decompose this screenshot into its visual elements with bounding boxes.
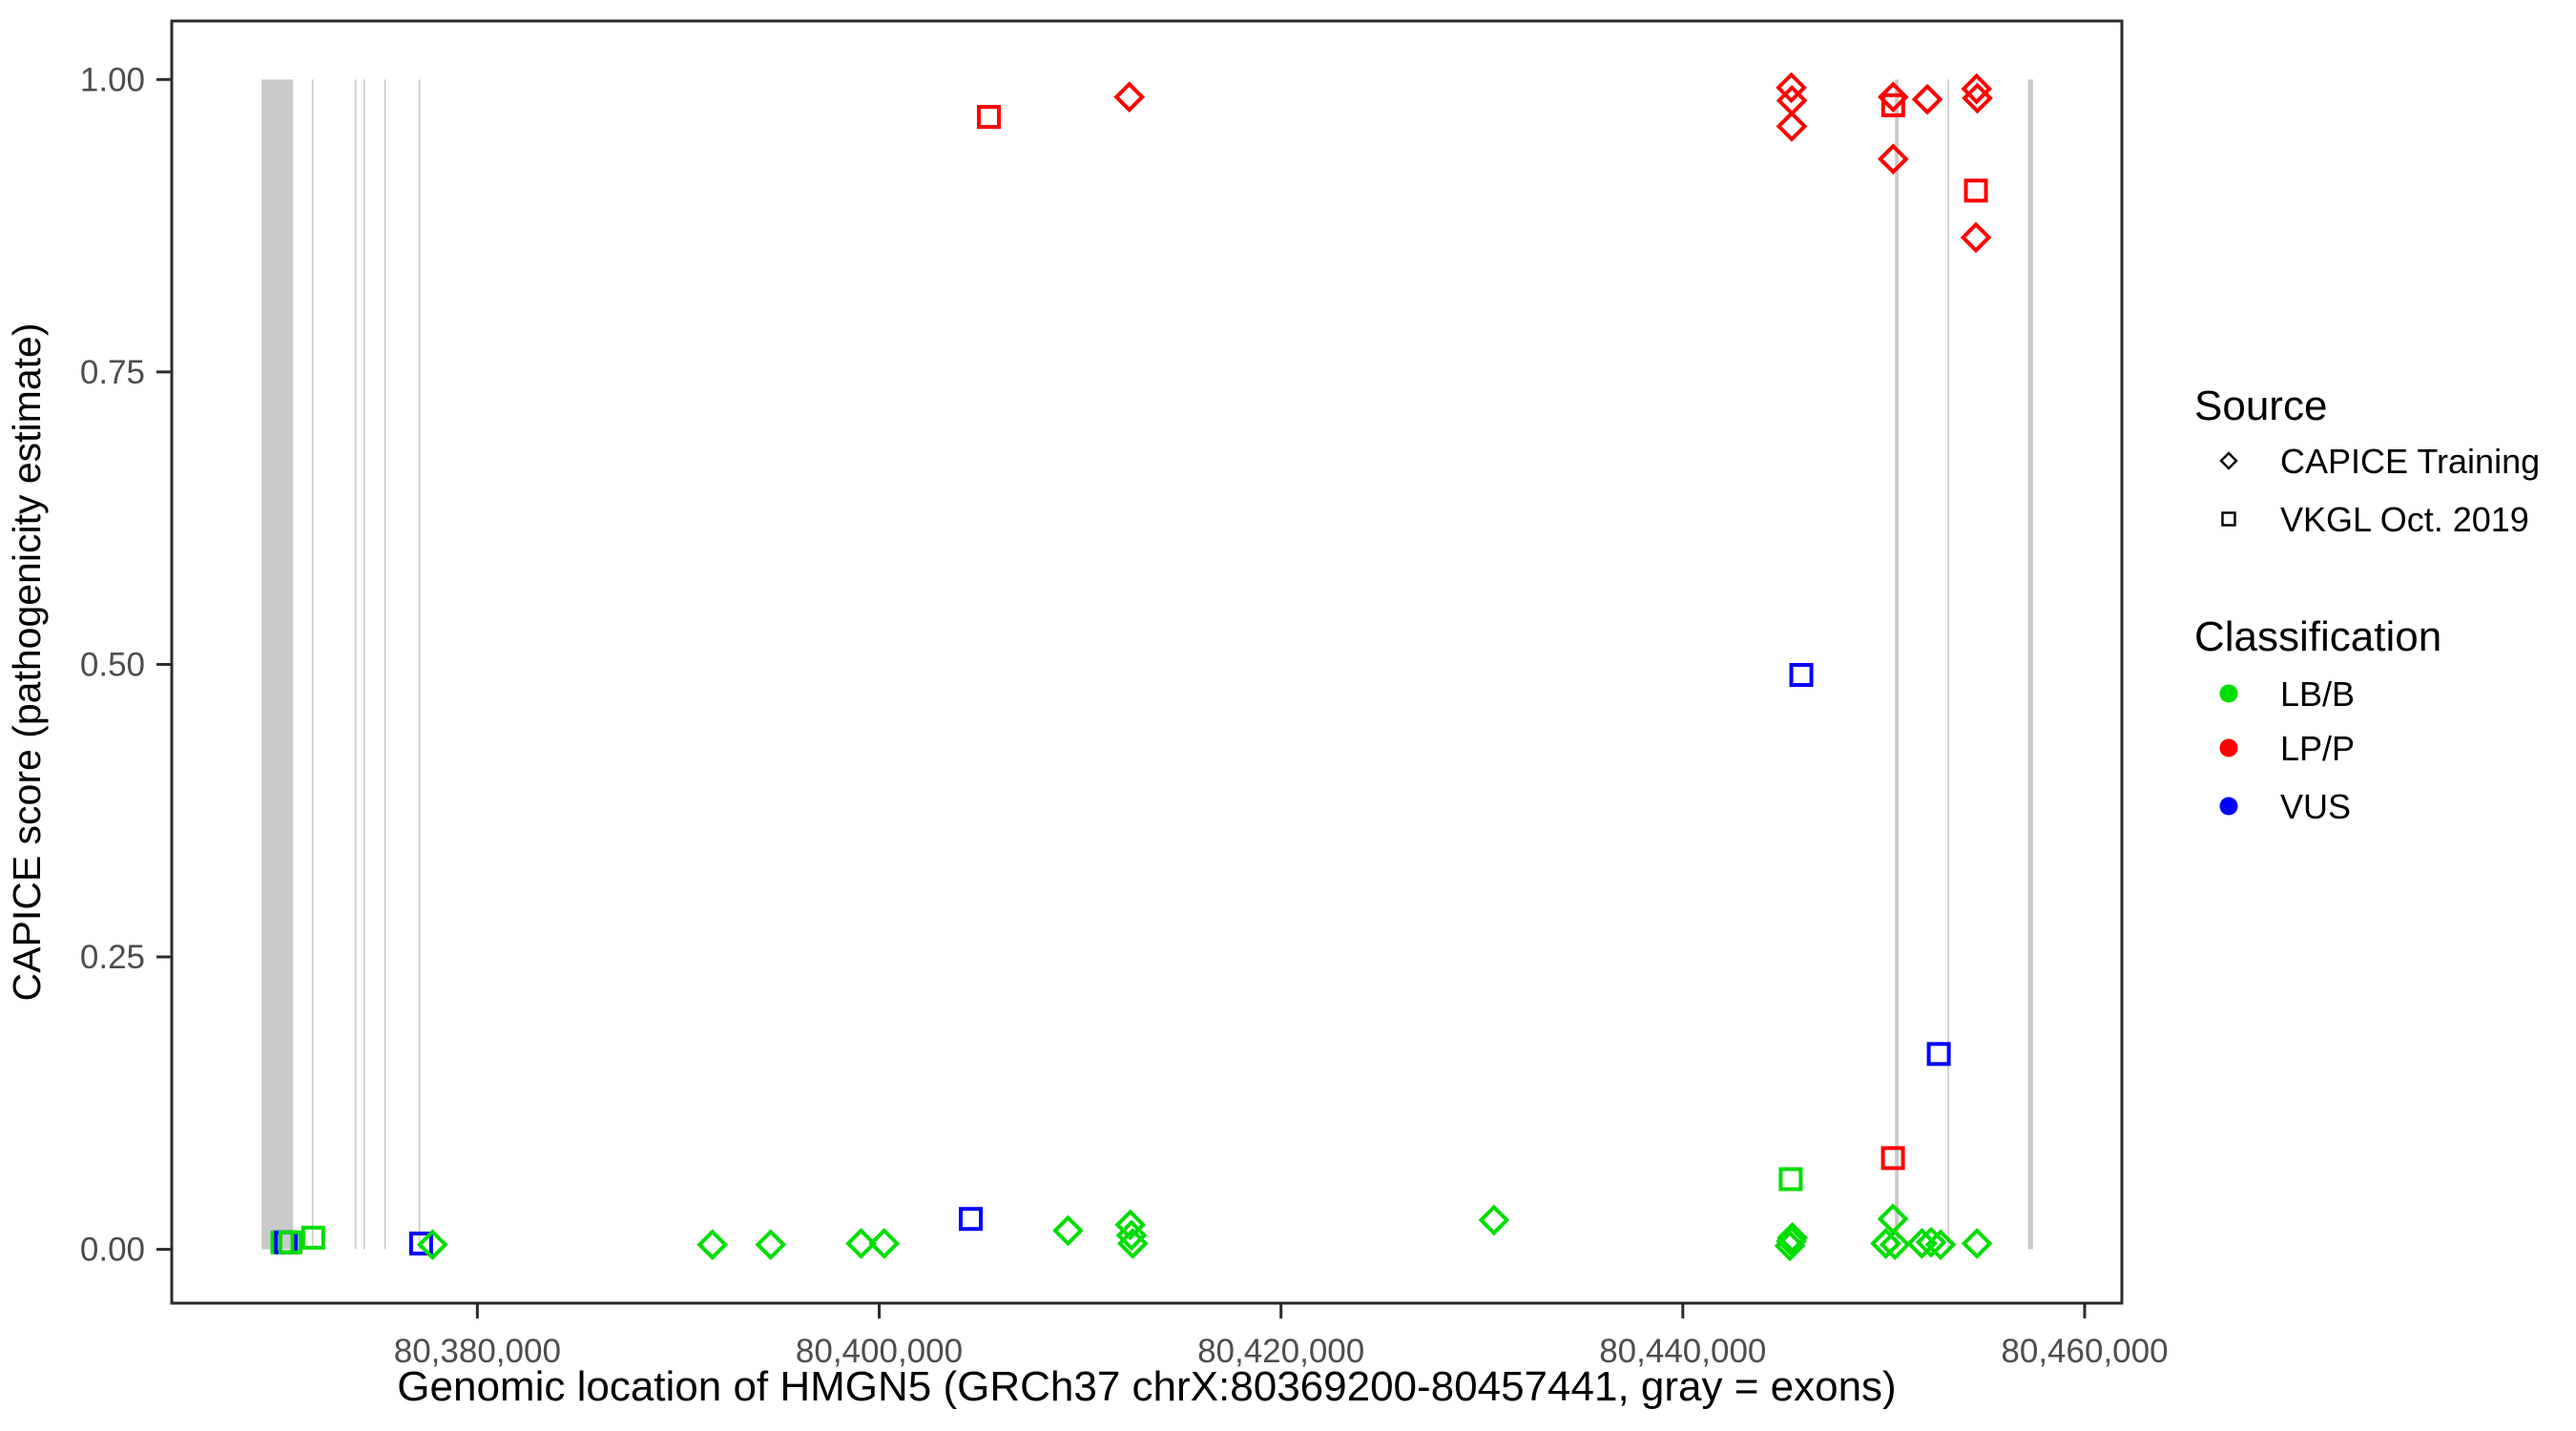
exon-bar (354, 79, 357, 1250)
x-tick-label: 80,380,000 (394, 1333, 561, 1370)
exon-bar (311, 79, 314, 1250)
data-point-diamond (1960, 221, 1992, 254)
x-tick-label: 80,440,000 (1599, 1333, 1766, 1370)
data-point-square (1926, 1042, 1951, 1067)
data-point-diamond (1877, 1203, 1909, 1235)
data-point-diamond (416, 1229, 448, 1261)
exon-bar (363, 79, 365, 1250)
y-tick-label: 0.50 (80, 646, 145, 683)
exon-bar (384, 79, 386, 1250)
legend-item-capice-training: CAPICE Training (2280, 442, 2540, 481)
data-point-diamond (1776, 1222, 1808, 1254)
data-point-diamond (1478, 1204, 1510, 1236)
data-point-square (1880, 1146, 1905, 1171)
data-points (270, 72, 1993, 1262)
data-point-diamond (1776, 111, 1808, 142)
legend-classification: Classification LB/B LP/P VUS (2194, 613, 2441, 826)
data-point-square (1963, 178, 1988, 203)
vus-color-dot-icon (2219, 797, 2238, 816)
exon-bars (261, 79, 2033, 1250)
data-point-square (976, 105, 1001, 130)
data-point-diamond (1911, 83, 1943, 115)
x-tick-label: 80,400,000 (796, 1333, 963, 1370)
legend-item-vus: VUS (2280, 787, 2351, 826)
y-tick-label: 0.00 (80, 1232, 145, 1269)
data-point-diamond (1906, 1228, 1938, 1259)
legend-source-title: Source (2194, 383, 2327, 429)
data-point-square (1789, 662, 1814, 687)
data-point-square (408, 1231, 433, 1255)
exon-bar (1947, 79, 1949, 1250)
data-point-diamond (1915, 1226, 1947, 1258)
legend-item-lbb: LB/B (2280, 674, 2355, 714)
data-point-diamond (1113, 81, 1145, 114)
data-point-diamond (1877, 143, 1909, 176)
data-point-diamond (696, 1229, 729, 1261)
data-point-diamond (1924, 1229, 1957, 1261)
data-point-square (1778, 1167, 1803, 1192)
exon-bar (261, 79, 294, 1250)
x-tick-label: 80,420,000 (1197, 1333, 1364, 1370)
data-point-square (278, 1230, 302, 1255)
data-point-diamond (1961, 73, 1993, 105)
data-point-diamond (1052, 1214, 1084, 1247)
data-point-diamond (1961, 1228, 1993, 1259)
data-point-diamond (1116, 1228, 1149, 1259)
data-point-square (301, 1225, 325, 1250)
square-icon (2221, 511, 2236, 527)
exon-bar (2027, 79, 2033, 1250)
lpp-color-dot-icon (2219, 738, 2238, 757)
data-point-diamond (1115, 1219, 1148, 1252)
y-axis-title: CAPICE score (pathogenicity estimate) (5, 323, 49, 1002)
data-point-square (959, 1207, 984, 1232)
diamond-icon (2219, 451, 2238, 470)
y-tick-label: 1.00 (80, 61, 145, 98)
data-point-square (1880, 93, 1905, 117)
x-axis-title: Genomic location of HMGN5 (GRCh37 chrX:8… (397, 1363, 1896, 1410)
y-tick-label: 0.25 (80, 939, 145, 976)
data-point-diamond (1962, 82, 1993, 114)
exon-bar (1895, 79, 1899, 1250)
data-point-diamond (1870, 1228, 1901, 1259)
data-point-diamond (755, 1229, 787, 1261)
data-point-diamond (1776, 85, 1808, 116)
data-point-diamond (1776, 72, 1807, 104)
lbb-color-dot-icon (2219, 684, 2238, 703)
legend-classification-title: Classification (2194, 613, 2441, 660)
plot-panel-border (170, 19, 2124, 1305)
y-axis-ticks: 0.00 0.25 0.50 0.75 1.00 (80, 61, 172, 1269)
y-tick-label: 0.75 (80, 354, 145, 391)
legend-item-lpp: LP/P (2280, 729, 2355, 768)
legend-source: Source CAPICE Training VKGL Oct. 2019 (2194, 383, 2540, 539)
exon-bar (418, 79, 421, 1250)
data-point-diamond (1877, 81, 1909, 114)
data-point-diamond (1114, 1209, 1147, 1241)
x-axis-ticks: 80,380,000 80,400,000 80,420,000 80,440,000… (394, 1303, 2169, 1370)
x-tick-label: 80,460,000 (2001, 1333, 2168, 1370)
legend-item-vkgl: VKGL Oct. 2019 (2280, 500, 2529, 539)
data-point-diamond (868, 1228, 901, 1259)
data-point-diamond (1774, 1230, 1806, 1262)
